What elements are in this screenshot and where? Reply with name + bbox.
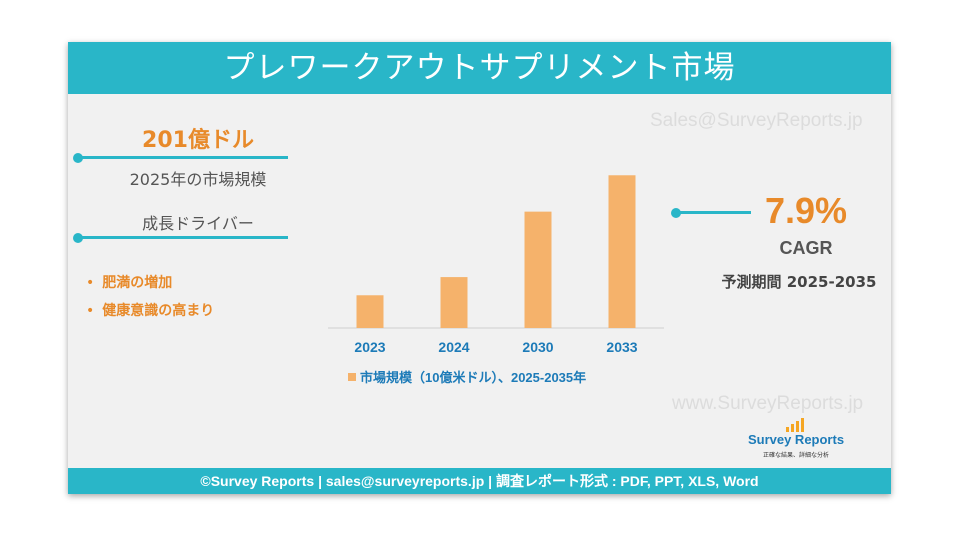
cagr-value: 7.9%	[764, 190, 848, 231]
forecast-period: 予測期間 2025-2035	[721, 273, 877, 291]
logo-name: Survey Reports	[747, 432, 845, 447]
header-bar: プレワークアウトサプリメント市場	[68, 42, 891, 94]
bar-chart: 2023 2024 2030 2033 市場規模（10億米ドル）、2025-2035年	[328, 175, 664, 385]
x-tick-label: 2033	[606, 339, 637, 355]
divider-line	[78, 156, 288, 159]
bar-2030	[524, 211, 552, 328]
market-size-label: 2025年の市場規模	[129, 170, 267, 189]
infographic-card: プレワークアウトサプリメント市場 Sales@SurveyReports.jp …	[68, 42, 891, 494]
footer-bar: ©Survey Reports | sales@surveyreports.jp…	[68, 468, 891, 494]
driver-label: 肥満の増加	[102, 275, 173, 291]
footer-text: ©Survey Reports | sales@surveyreports.jp…	[200, 473, 759, 489]
bar-2023	[356, 295, 384, 328]
driver-label: 健康意識の高まり	[102, 303, 215, 319]
watermark-email: Sales@SurveyReports.jp	[650, 110, 863, 131]
logo-bars-icon	[786, 418, 804, 432]
watermark-url: www.SurveyReports.jp	[672, 393, 864, 414]
divider-line	[676, 211, 751, 214]
x-tick-label: 2024	[438, 339, 469, 355]
bar-2024	[440, 277, 468, 328]
driver-item: • 肥満の増加	[86, 275, 173, 291]
legend-label: 市場規模（10億米ドル）、2025-2035年	[360, 370, 586, 385]
page-title: プレワークアウトサプリメント市場	[223, 50, 736, 86]
legend-swatch	[348, 373, 356, 381]
divider-line	[78, 236, 288, 239]
market-size-value: 201億ドル	[142, 128, 254, 153]
x-tick-label: 2023	[354, 339, 385, 355]
driver-item: • 健康意識の高まり	[86, 303, 215, 319]
x-tick-label: 2030	[522, 339, 553, 355]
cagr-label: CAGR	[779, 238, 833, 258]
logo-tagline: 正確な結果、詳細な分析	[762, 452, 829, 459]
bar-2033	[608, 175, 636, 328]
drivers-heading: 成長ドライバー	[142, 214, 254, 233]
